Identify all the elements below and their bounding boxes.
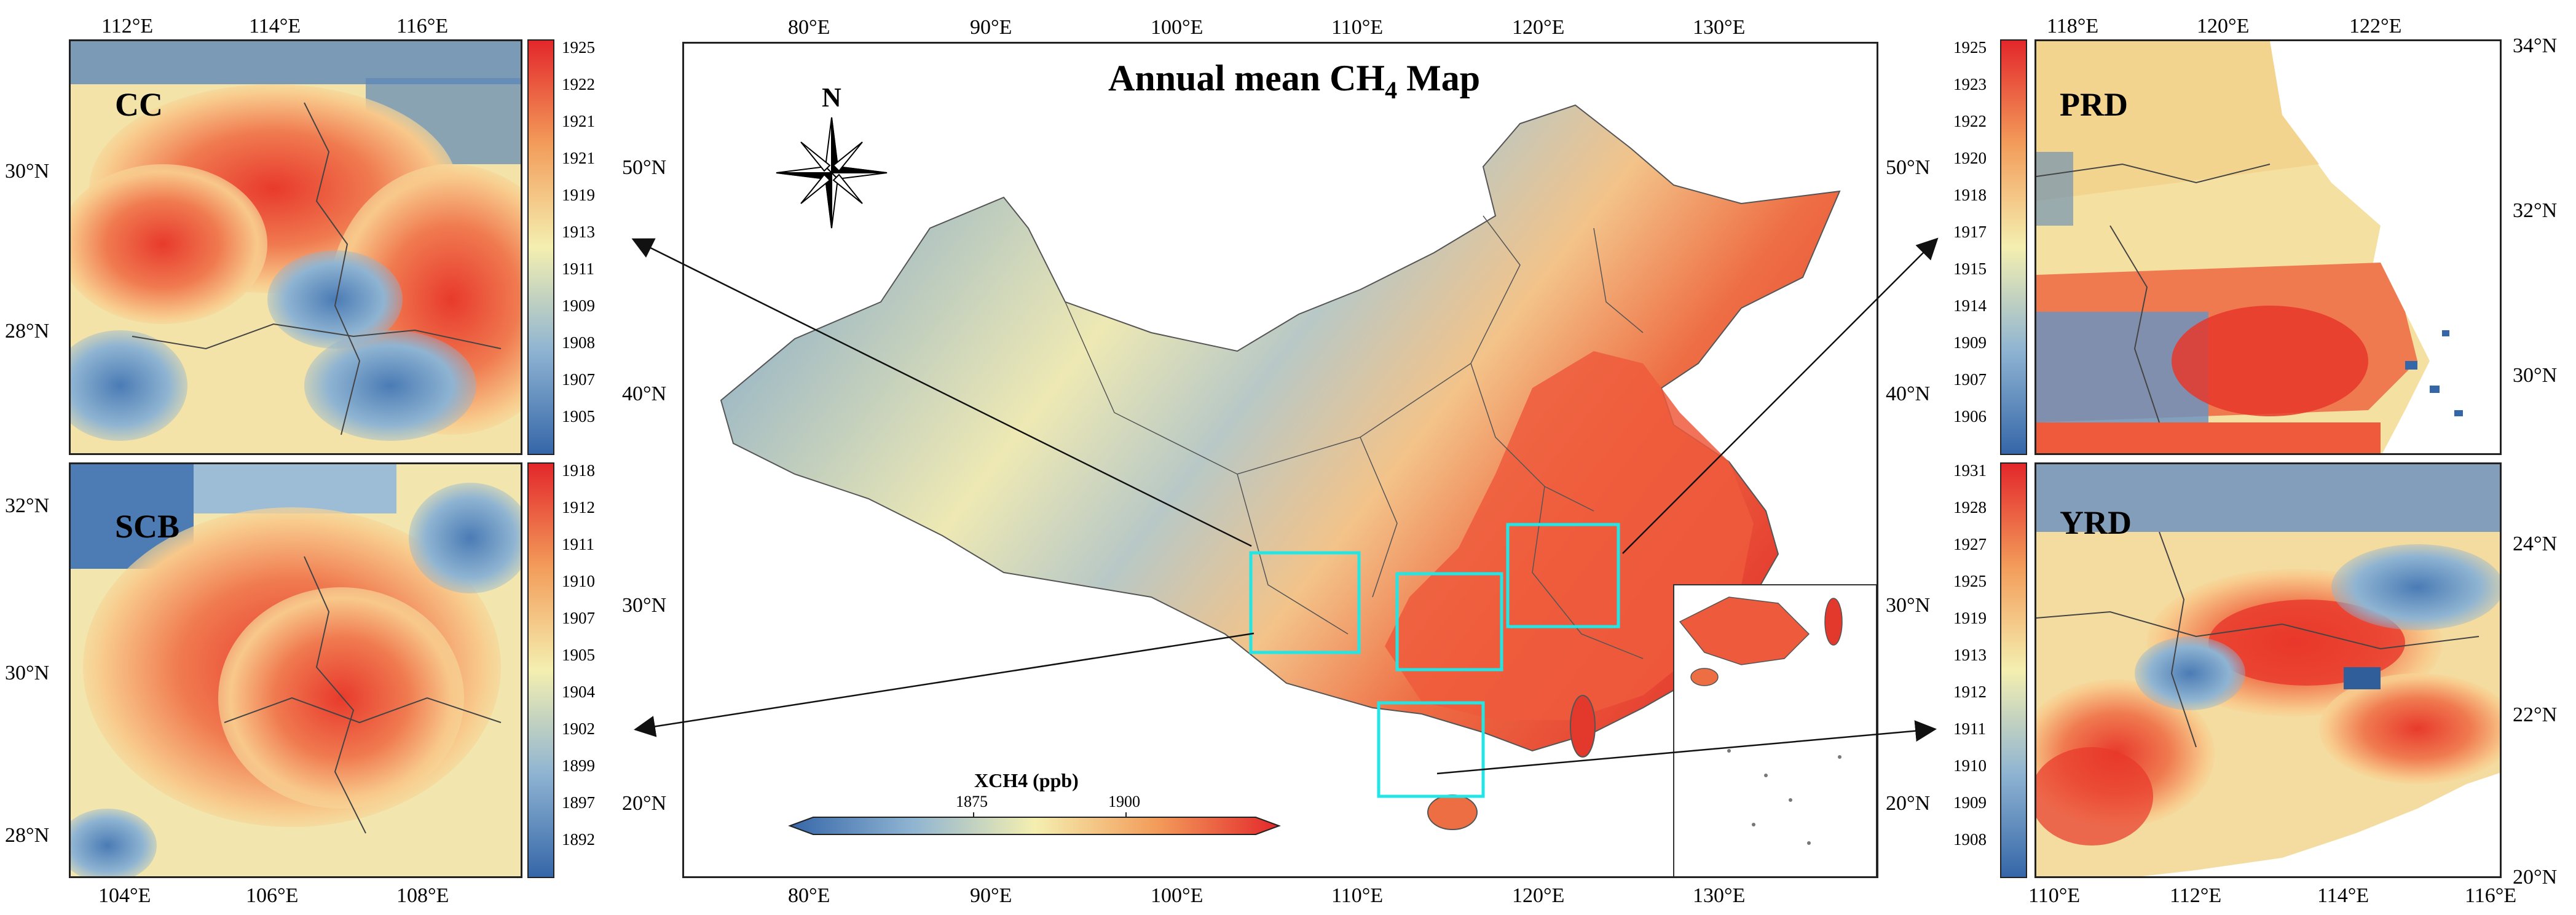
cc-heatmap xyxy=(71,41,521,453)
map-title-suffix: Map xyxy=(1397,58,1481,98)
yrd-lon-tick: 110°E xyxy=(2028,884,2081,907)
yrd-lon-tick: 112°E xyxy=(2170,884,2222,907)
scb-region-label: SCB xyxy=(115,508,180,545)
taiwan-island xyxy=(1570,695,1596,758)
main-lon-tick-bottom: 110°E xyxy=(1331,884,1384,907)
main-lat-tick-left: 40°N xyxy=(622,382,667,405)
yrd-lat-tick: 24°N xyxy=(2513,533,2558,555)
prd-lon-tick: 120°E xyxy=(2197,15,2250,38)
main-colorbar-title: XCH4 (ppb) xyxy=(974,769,1079,791)
scb-highlight-box xyxy=(1249,551,1361,654)
north-label: N xyxy=(822,82,841,113)
main-lat-tick-right: 50°N xyxy=(1886,156,1931,179)
yrd-lat-tick: 20°N xyxy=(2513,866,2558,889)
scb-lon-tick: 108°E xyxy=(396,884,449,907)
scb-lon-tick: 106°E xyxy=(246,884,299,907)
yrd-heatmap xyxy=(2036,464,2500,876)
main-lon-tick-top: 100°E xyxy=(1151,16,1203,39)
scb-colorbar xyxy=(527,462,554,878)
main-lon-tick-top: 80°E xyxy=(788,16,830,39)
cc-highlight-box xyxy=(1395,572,1503,671)
yrd-lon-tick: 116°E xyxy=(2465,884,2517,907)
scb-lon-tick: 104°E xyxy=(98,884,151,907)
main-lat-tick-left: 20°N xyxy=(622,792,667,815)
main-lon-tick-bottom: 120°E xyxy=(1512,884,1565,907)
main-colorbar-tick: 1875 xyxy=(956,793,988,810)
main-lon-tick-top: 110°E xyxy=(1331,16,1384,39)
yrd-lat-tick: 22°N xyxy=(2513,703,2558,726)
main-lat-tick-right: 20°N xyxy=(1886,792,1931,815)
main-colorbar-tick: 1900 xyxy=(1108,793,1140,810)
scb-lat-tick: 30°N xyxy=(5,662,50,684)
prd-map-panel: PRD xyxy=(2034,39,2502,455)
main-china-map xyxy=(684,44,1877,876)
main-lon-tick-top: 90°E xyxy=(970,16,1012,39)
scb-lat-tick: 28°N xyxy=(5,824,50,847)
yrd-map-panel: YRD xyxy=(2034,462,2502,878)
main-map-panel: Annual mean CH4 Map N XCH4 (ppb) 1875 19… xyxy=(682,42,1878,878)
prd-lon-tick: 118°E xyxy=(2047,15,2099,38)
cc-lon-tick: 116°E xyxy=(396,15,449,38)
main-lon-tick-top: 120°E xyxy=(1512,16,1565,39)
main-lat-tick-left: 50°N xyxy=(622,156,667,179)
prd-lon-tick: 122°E xyxy=(2349,15,2402,38)
main-lon-tick-bottom: 100°E xyxy=(1151,884,1203,907)
cc-lon-tick: 112°E xyxy=(101,15,154,38)
cc-region-label: CC xyxy=(115,86,163,123)
main-lat-tick-right: 40°N xyxy=(1886,382,1931,405)
scb-lat-tick: 32°N xyxy=(5,494,50,517)
prd-heatmap xyxy=(2036,41,2500,453)
main-lon-tick-bottom: 80°E xyxy=(788,884,830,907)
hainan-island xyxy=(1427,794,1478,830)
cc-lat-tick: 30°N xyxy=(5,160,50,183)
yrd-colorbar xyxy=(2000,462,2027,878)
cc-lon-tick: 114°E xyxy=(249,15,301,38)
cc-colorbar xyxy=(527,39,554,455)
prd-colorbar xyxy=(2000,39,2027,455)
main-lon-tick-top: 130°E xyxy=(1693,16,1746,39)
north-arrow-icon xyxy=(776,117,888,229)
scb-map-panel: SCB xyxy=(69,462,522,878)
main-colorbar xyxy=(788,817,1281,835)
yrd-region-label: YRD xyxy=(2060,504,2132,541)
scb-heatmap xyxy=(71,464,521,876)
yrd-lon-tick: 114°E xyxy=(2317,884,2369,907)
prd-lat-tick: 32°N xyxy=(2513,199,2558,222)
map-title-subscript: 4 xyxy=(1385,76,1398,104)
map-title: Annual mean CH4 Map xyxy=(1108,57,1480,105)
prd-lat-tick: 34°N xyxy=(2513,34,2558,57)
prd-region-label: PRD xyxy=(2060,86,2128,123)
yrd-highlight-box xyxy=(1506,523,1620,628)
main-lat-tick-left: 30°N xyxy=(622,594,667,617)
prd-lat-tick: 30°N xyxy=(2513,364,2558,387)
cc-lat-tick: 28°N xyxy=(5,320,50,343)
main-lat-tick-right: 30°N xyxy=(1886,594,1931,617)
main-lon-tick-bottom: 130°E xyxy=(1693,884,1746,907)
main-lon-tick-bottom: 90°E xyxy=(970,884,1012,907)
map-title-main: Annual mean CH xyxy=(1108,58,1385,98)
cc-map-panel: CC xyxy=(69,39,522,455)
